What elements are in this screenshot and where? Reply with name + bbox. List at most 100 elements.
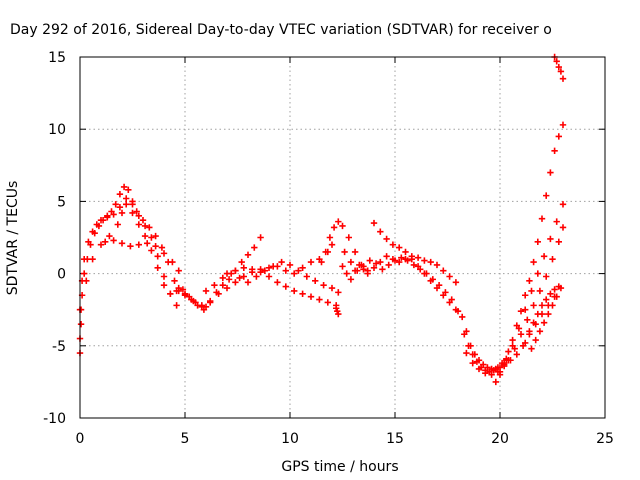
data-point <box>532 336 539 344</box>
data-point <box>135 212 142 220</box>
data-point <box>335 310 342 318</box>
data-point <box>469 359 476 367</box>
data-point <box>377 228 384 235</box>
data-point <box>414 254 422 261</box>
data-point <box>154 264 161 272</box>
data-point <box>326 234 334 241</box>
data-point <box>148 247 155 254</box>
data-point <box>555 283 562 290</box>
data-point <box>265 273 273 280</box>
data-point <box>129 209 136 217</box>
y-axis-label: SDTVAR / TECUs <box>5 181 21 296</box>
data-point <box>513 351 520 358</box>
data-point <box>307 293 315 300</box>
data-point <box>385 261 392 269</box>
data-point <box>307 258 315 266</box>
y-tick-label: -10 <box>43 411 66 427</box>
x-tick-label: 0 <box>76 431 85 447</box>
data-point <box>559 224 567 231</box>
data-point <box>547 290 554 298</box>
data-point <box>77 320 85 328</box>
data-point <box>173 302 180 309</box>
data-point <box>446 299 453 306</box>
data-point <box>324 299 331 306</box>
data-point <box>559 201 567 208</box>
series-2 <box>102 237 182 274</box>
data-point <box>295 267 302 274</box>
data-point <box>85 238 92 246</box>
data-point <box>232 279 239 286</box>
data-point <box>555 63 562 71</box>
x-tick-label: 5 <box>181 431 190 447</box>
data-point <box>396 244 403 251</box>
data-point <box>553 218 560 225</box>
data-point <box>320 281 327 289</box>
data-point <box>135 221 142 228</box>
data-point <box>291 270 298 277</box>
data-point <box>169 258 176 266</box>
data-point <box>370 219 378 227</box>
data-point <box>517 307 525 315</box>
data-point <box>158 244 166 251</box>
data-point <box>488 371 495 378</box>
x-tick-label: 20 <box>491 431 509 447</box>
series-20 <box>513 284 565 358</box>
axis-ticks <box>79 56 606 419</box>
data-point <box>232 267 239 274</box>
data-point <box>152 242 159 250</box>
data-point <box>366 257 373 264</box>
data-point <box>257 268 264 276</box>
data-point <box>427 258 434 266</box>
data-point <box>551 147 558 155</box>
data-point <box>547 235 554 243</box>
data-point <box>328 284 336 292</box>
data-point <box>534 310 541 318</box>
data-point <box>274 279 281 286</box>
data-point <box>339 222 346 230</box>
data-point <box>440 267 447 274</box>
data-point <box>492 378 499 386</box>
series-0 <box>76 183 182 357</box>
data-point <box>427 277 434 285</box>
x-axis-label: GPS time / hours <box>281 459 398 475</box>
data-point <box>198 303 205 311</box>
data-point <box>528 287 535 295</box>
data-point <box>135 241 142 248</box>
y-tick-label: 10 <box>48 122 66 138</box>
data-point <box>202 287 210 295</box>
data-point <box>299 290 306 298</box>
data-point <box>118 240 126 247</box>
data-point <box>160 250 168 257</box>
data-point <box>538 215 546 222</box>
data-point <box>89 255 96 263</box>
data-point <box>322 248 329 256</box>
data-point <box>530 302 537 309</box>
data-point <box>238 258 245 266</box>
data-point <box>160 273 168 280</box>
data-point <box>190 297 197 305</box>
data-point <box>543 192 550 199</box>
data-point <box>211 281 218 289</box>
data-point <box>452 279 460 286</box>
data-point <box>505 348 512 355</box>
data-point <box>116 203 124 211</box>
data-point <box>219 274 226 282</box>
data-point <box>389 241 397 248</box>
data-point <box>265 264 273 272</box>
data-point <box>167 290 174 298</box>
data-point <box>509 336 516 344</box>
data-point <box>114 221 121 228</box>
data-point <box>459 313 466 321</box>
data-point <box>291 287 298 295</box>
data-point <box>414 263 422 270</box>
data-point <box>171 277 178 285</box>
data-point <box>540 253 548 260</box>
data-point <box>360 266 367 273</box>
data-point <box>463 349 470 357</box>
data-point <box>106 232 113 240</box>
data-point <box>141 232 149 240</box>
data-point <box>524 316 531 324</box>
data-point <box>278 258 285 266</box>
data-point <box>530 319 537 326</box>
data-point <box>379 266 386 273</box>
